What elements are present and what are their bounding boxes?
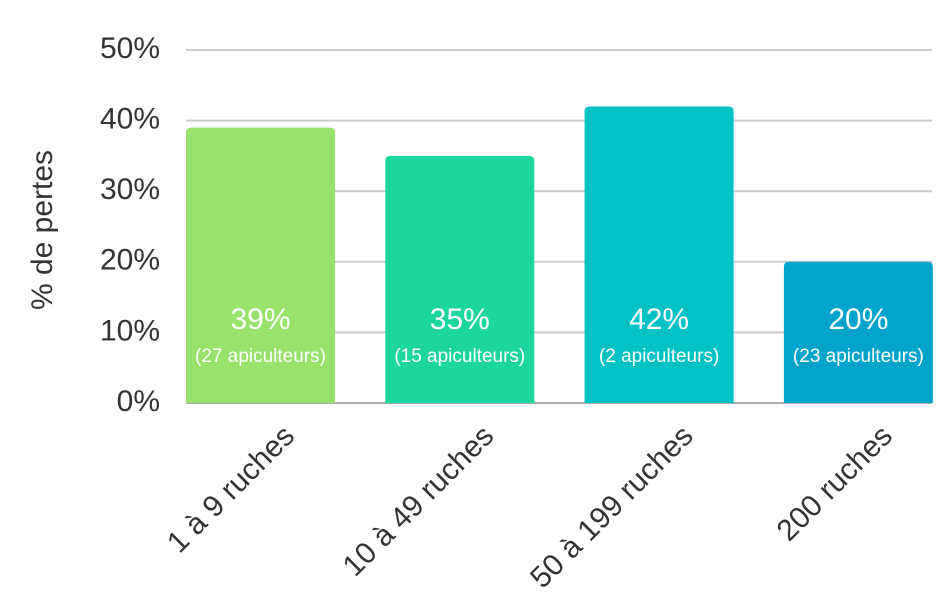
y-tick-label: 30% bbox=[100, 173, 160, 206]
x-tick-label: 200 ruches bbox=[771, 419, 899, 547]
value-label: 39% bbox=[230, 303, 290, 336]
x-tick-label: 50 à 199 ruches bbox=[524, 419, 699, 594]
y-tick-label: 10% bbox=[100, 314, 160, 347]
bar bbox=[186, 127, 335, 403]
y-tick-label: 20% bbox=[100, 244, 160, 277]
bar-note: (15 apiculteurs) bbox=[394, 346, 525, 367]
y-tick-label: 0% bbox=[117, 385, 160, 418]
bar-note: (23 apiculteurs) bbox=[793, 346, 924, 367]
x-tick-label: 1 à 9 ruches bbox=[161, 419, 301, 559]
x-tick-label: 10 à 49 ruches bbox=[337, 419, 501, 583]
bar bbox=[783, 261, 933, 403]
y-tick-label: 40% bbox=[100, 103, 160, 136]
bar bbox=[385, 155, 535, 403]
bar bbox=[584, 106, 734, 403]
bar-note: (27 apiculteurs) bbox=[195, 346, 326, 367]
value-label: 20% bbox=[828, 303, 888, 336]
value-label: 35% bbox=[430, 303, 490, 336]
y-tick-label: 50% bbox=[100, 32, 160, 65]
value-label: 42% bbox=[629, 303, 689, 336]
bar-note: (2 apiculteurs) bbox=[599, 346, 719, 367]
y-axis-label: % de pertes bbox=[26, 150, 59, 310]
